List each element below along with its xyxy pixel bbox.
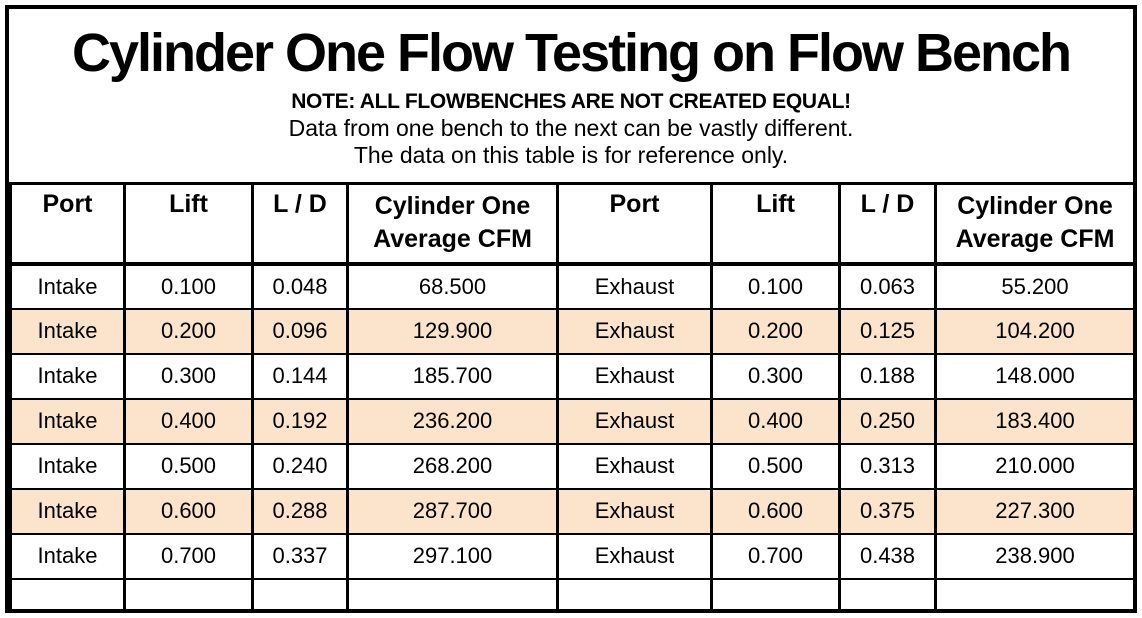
header-cfm-intake: Cylinder One Average CFM (346, 182, 559, 266)
cell-empty (251, 577, 349, 609)
page-title: Cylinder One Flow Testing on Flow Bench (71, 23, 1072, 83)
cell-empty (123, 577, 254, 609)
cell-exhaust-cfm: 227.300 (934, 487, 1133, 535)
table-row-empty (9, 577, 1133, 609)
table-row: Intake 0.600 0.288 287.700 Exhaust 0.600… (9, 487, 1133, 535)
cell-intake-lift: 0.400 (123, 397, 254, 445)
cell-intake-cfm: 129.900 (346, 307, 559, 355)
note-line-1: NOTE: ALL FLOWBENCHES ARE NOT CREATED EQ… (291, 90, 851, 114)
cell-intake-port: Intake (9, 442, 126, 490)
cell-exhaust-cfm: 55.200 (934, 262, 1133, 310)
cell-intake-cfm: 287.700 (346, 487, 559, 535)
header-cfm-line2: Average CFM (955, 225, 1115, 253)
cell-intake-port: Intake (9, 487, 126, 535)
table-row: Intake 0.700 0.337 297.100 Exhaust 0.700… (9, 532, 1133, 580)
cell-intake-port: Intake (9, 397, 126, 445)
header-port-exhaust: Port (556, 182, 713, 266)
cell-intake-port: Intake (9, 307, 126, 355)
cell-exhaust-cfm: 148.000 (934, 352, 1133, 400)
cell-intake-lift: 0.600 (123, 487, 254, 535)
cell-exhaust-lift: 0.100 (710, 262, 841, 310)
cell-intake-ld: 0.192 (251, 397, 349, 445)
table-row: Intake 0.300 0.144 185.700 Exhaust 0.300… (9, 352, 1133, 400)
cell-empty (710, 577, 841, 609)
flow-data-table: Port Lift L / D Cylinder One Average CFM… (9, 182, 1133, 609)
cell-empty (838, 577, 937, 609)
cell-exhaust-ld: 0.313 (838, 442, 937, 490)
cell-intake-ld: 0.048 (251, 262, 349, 310)
cell-exhaust-cfm: 183.400 (934, 397, 1133, 445)
cell-exhaust-ld: 0.125 (838, 307, 937, 355)
cell-exhaust-lift: 0.700 (710, 532, 841, 580)
header-cfm-line1: Cylinder One (957, 192, 1113, 220)
header-cfm-exhaust: Cylinder One Average CFM (934, 182, 1133, 266)
cell-intake-ld: 0.096 (251, 307, 349, 355)
table-row: Intake 0.100 0.048 68.500 Exhaust 0.100 … (9, 262, 1133, 310)
cell-intake-port: Intake (9, 352, 126, 400)
header-port-intake: Port (9, 182, 126, 266)
cell-exhaust-lift: 0.200 (710, 307, 841, 355)
cell-exhaust-lift: 0.300 (710, 352, 841, 400)
cell-intake-lift: 0.100 (123, 262, 254, 310)
title-block: Cylinder One Flow Testing on Flow Bench … (9, 9, 1133, 182)
cell-intake-lift: 0.300 (123, 352, 254, 400)
header-cfm-line2: Average CFM (373, 225, 532, 253)
cell-exhaust-port: Exhaust (556, 352, 713, 400)
note-line-3: The data on this table is for reference … (353, 141, 789, 168)
header-lift-intake: Lift (123, 182, 254, 266)
table-row: Intake 0.200 0.096 129.900 Exhaust 0.200… (9, 307, 1133, 355)
cell-exhaust-port: Exhaust (556, 532, 713, 580)
header-lift-exhaust: Lift (710, 182, 841, 266)
table-row: Intake 0.400 0.192 236.200 Exhaust 0.400… (9, 397, 1133, 445)
cell-exhaust-lift: 0.600 (710, 487, 841, 535)
cell-exhaust-ld: 0.438 (838, 532, 937, 580)
cell-intake-lift: 0.500 (123, 442, 254, 490)
cell-exhaust-lift: 0.400 (710, 397, 841, 445)
cell-exhaust-ld: 0.375 (838, 487, 937, 535)
outer-border-frame: Cylinder One Flow Testing on Flow Bench … (5, 5, 1137, 613)
cell-exhaust-port: Exhaust (556, 307, 713, 355)
cell-exhaust-port: Exhaust (556, 262, 713, 310)
cell-intake-cfm: 68.500 (346, 262, 559, 310)
cell-empty (9, 577, 126, 609)
cell-intake-cfm: 297.100 (346, 532, 559, 580)
cell-exhaust-ld: 0.250 (838, 397, 937, 445)
cell-intake-ld: 0.288 (251, 487, 349, 535)
cell-intake-ld: 0.144 (251, 352, 349, 400)
cell-exhaust-port: Exhaust (556, 442, 713, 490)
cell-exhaust-ld: 0.063 (838, 262, 937, 310)
header-cfm-line1: Cylinder One (374, 192, 531, 220)
cell-intake-lift: 0.200 (123, 307, 254, 355)
cell-exhaust-lift: 0.500 (710, 442, 841, 490)
cell-intake-port: Intake (9, 532, 126, 580)
header-ld-intake: L / D (251, 182, 349, 266)
cell-exhaust-port: Exhaust (556, 487, 713, 535)
cell-empty (556, 577, 713, 609)
header-ld-exhaust: L / D (838, 182, 937, 266)
cell-intake-cfm: 236.200 (346, 397, 559, 445)
header-row: Port Lift L / D Cylinder One Average CFM… (9, 182, 1133, 266)
cell-exhaust-cfm: 104.200 (934, 307, 1133, 355)
table-row: Intake 0.500 0.240 268.200 Exhaust 0.500… (9, 442, 1133, 490)
table-body: Intake 0.100 0.048 68.500 Exhaust 0.100 … (9, 262, 1133, 609)
cell-exhaust-ld: 0.188 (838, 352, 937, 400)
cell-exhaust-cfm: 210.000 (934, 442, 1133, 490)
cell-intake-ld: 0.337 (251, 532, 349, 580)
cell-exhaust-cfm: 238.900 (934, 532, 1133, 580)
cell-intake-port: Intake (9, 262, 126, 310)
cell-intake-cfm: 268.200 (346, 442, 559, 490)
cell-intake-cfm: 185.700 (346, 352, 559, 400)
cell-exhaust-port: Exhaust (556, 397, 713, 445)
cell-intake-ld: 0.240 (251, 442, 349, 490)
table-header: Port Lift L / D Cylinder One Average CFM… (9, 182, 1133, 266)
cell-empty (934, 577, 1133, 609)
cell-intake-lift: 0.700 (123, 532, 254, 580)
cell-empty (346, 577, 559, 609)
note-line-2: Data from one bench to the next can be v… (288, 114, 854, 141)
